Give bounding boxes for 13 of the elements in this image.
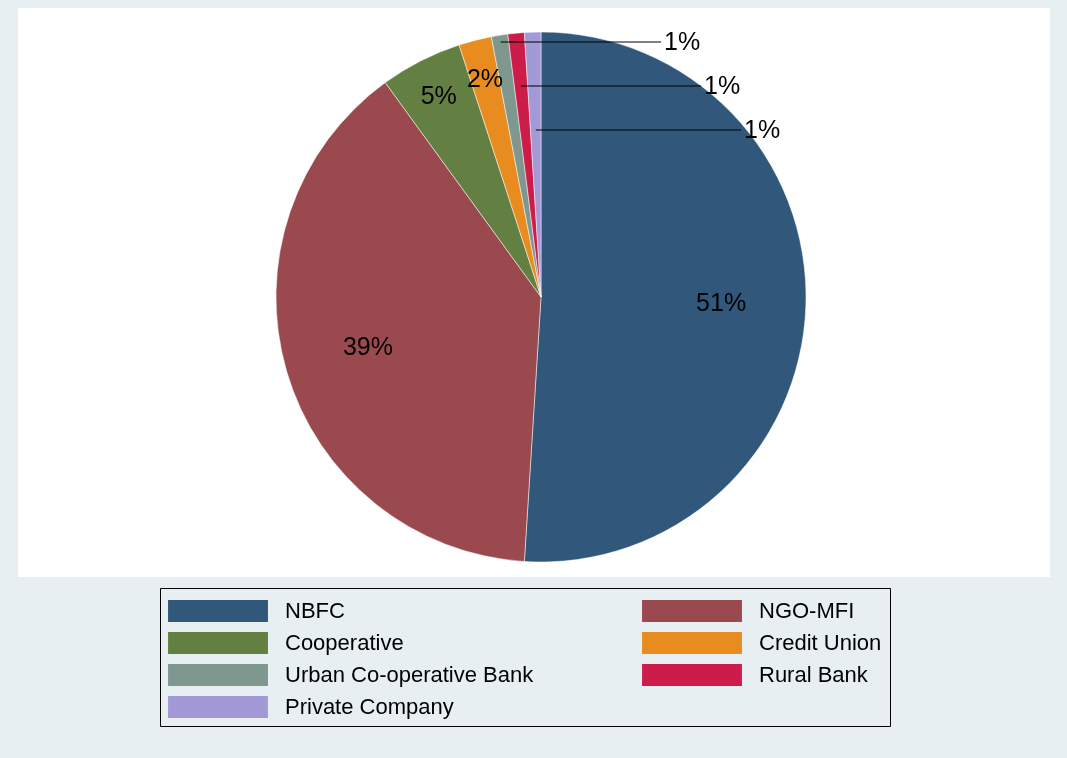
data-label: 1%: [744, 115, 781, 143]
data-label: 39%: [342, 332, 393, 361]
data-label: 5%: [420, 81, 457, 110]
legend-label: Urban Co-operative Bank: [285, 662, 535, 687]
legend-label: NBFC: [285, 598, 345, 623]
data-label: 1%: [704, 71, 741, 99]
data-label: 1%: [664, 27, 701, 55]
legend-label: Credit Union: [759, 630, 882, 655]
legend-label: NGO-MFI: [759, 598, 855, 623]
legend-label: Private Company: [285, 694, 454, 719]
data-label: 51%: [696, 287, 747, 316]
legend-label: Cooperative: [285, 630, 404, 655]
legend-label: Rural Bank: [759, 662, 869, 687]
